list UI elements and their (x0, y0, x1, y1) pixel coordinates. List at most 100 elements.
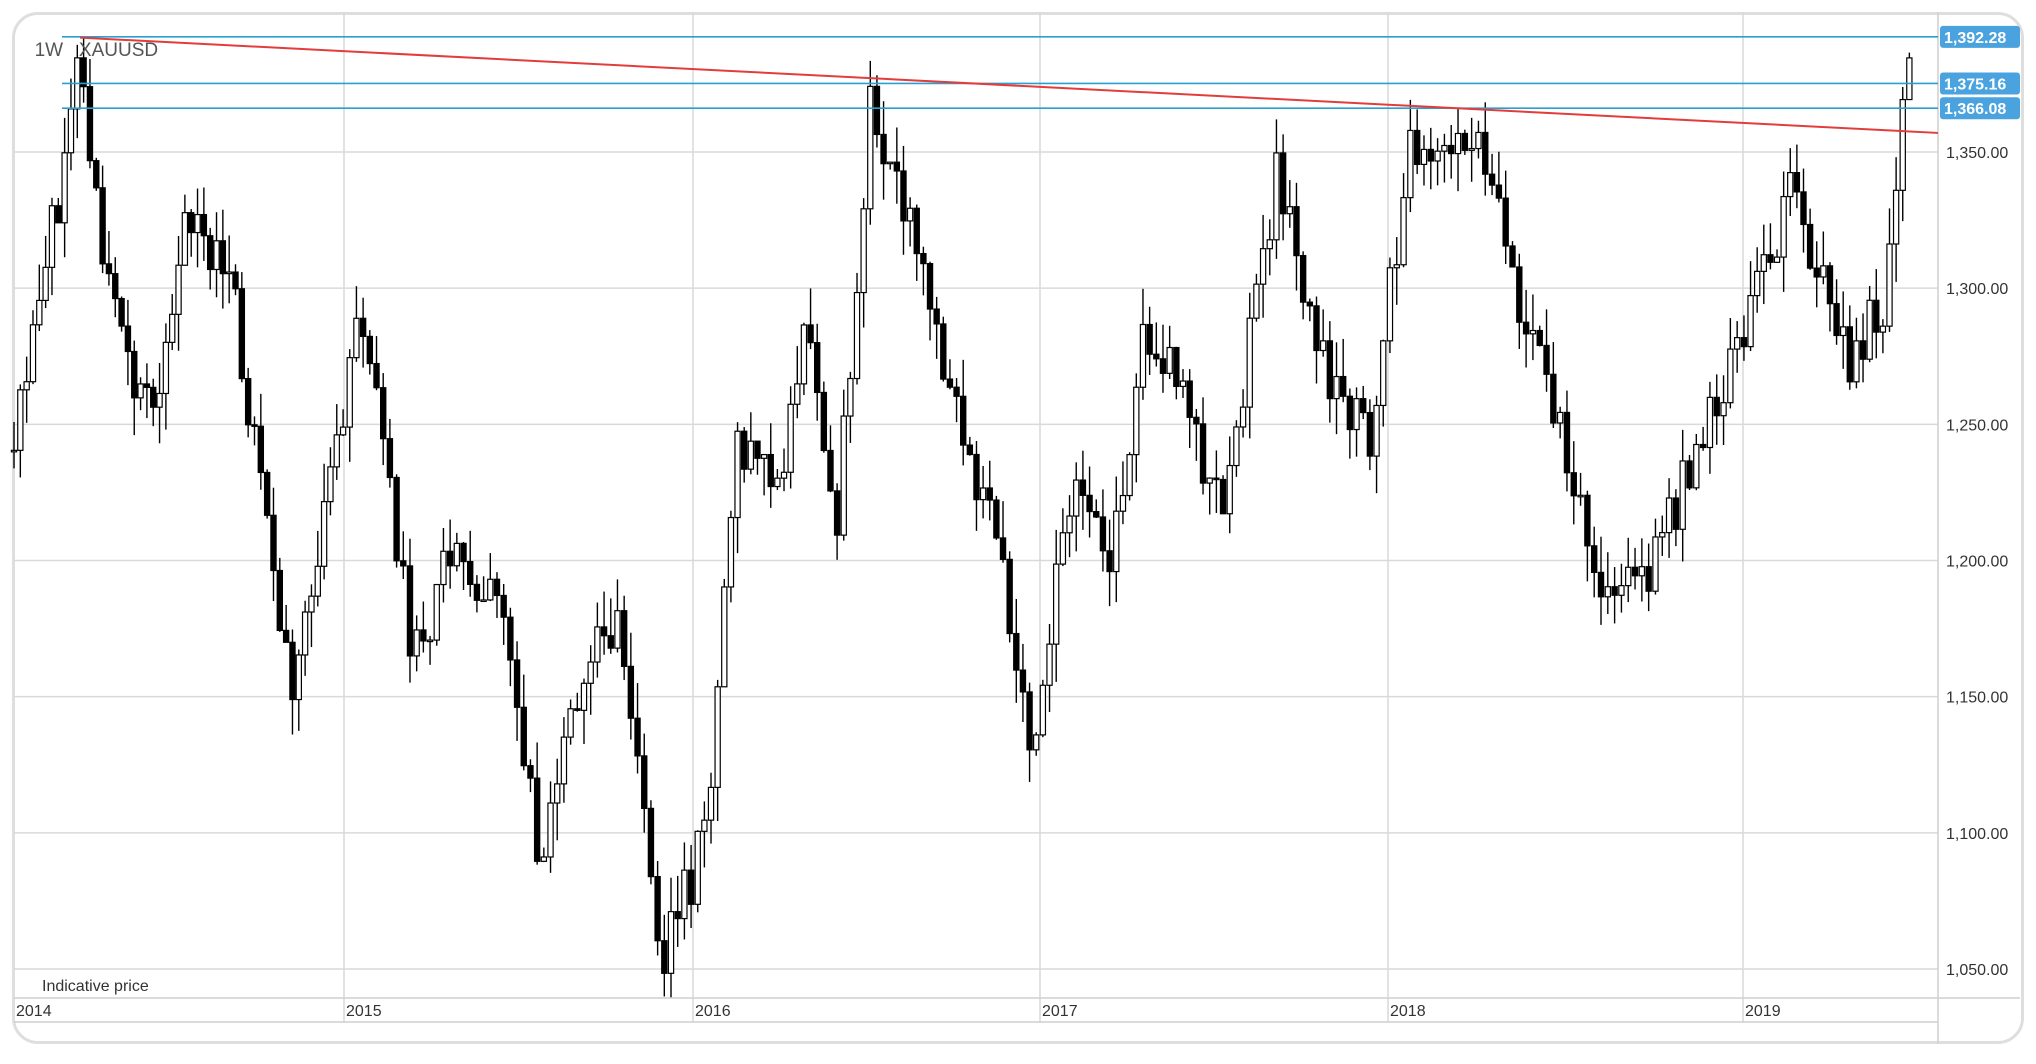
candle-body (1906, 57, 1913, 101)
candle-body (887, 161, 894, 165)
candle-body (232, 271, 239, 290)
candle-body (1226, 464, 1233, 515)
candle-body (1747, 295, 1754, 348)
candle-body (1153, 353, 1160, 360)
candle-body (840, 415, 847, 536)
candle-body (513, 659, 521, 708)
candle-body (339, 426, 347, 436)
candle-body (1013, 632, 1020, 671)
candle-body (780, 471, 788, 479)
candle-body (681, 869, 688, 920)
candle-body (953, 386, 960, 397)
candle-body (169, 313, 176, 343)
candle-body (93, 160, 100, 189)
candle-body (213, 240, 220, 271)
candle-body (794, 383, 801, 405)
candle-body (507, 616, 514, 661)
candle-body (913, 207, 920, 255)
candle-body (1873, 299, 1880, 333)
candle-body (833, 490, 841, 536)
candle-body (1239, 406, 1247, 428)
candle-body (1400, 197, 1407, 266)
price-level-label: 1,392.28 (1944, 30, 2006, 47)
x-tick-label: 2019 (1745, 1003, 1781, 1020)
candle-body (1179, 380, 1187, 388)
candle-body (1618, 585, 1625, 596)
candle-body (353, 317, 360, 359)
timeframe-label[interactable]: 1W (34, 40, 64, 61)
candle-body (124, 325, 132, 353)
x-tick-label: 2016 (695, 1003, 731, 1020)
candle-body (661, 940, 668, 974)
candle-body (346, 357, 353, 428)
candle-body (446, 550, 454, 567)
candle-body (587, 661, 594, 684)
candle-body (973, 453, 980, 501)
candle-body (1448, 144, 1455, 155)
candle-body (1597, 571, 1605, 598)
candle-body (1556, 411, 1564, 424)
candle-body (1073, 479, 1080, 517)
candle-body (1380, 340, 1387, 407)
candle-body (1740, 337, 1748, 348)
candle-body (1319, 340, 1327, 352)
candle-body (420, 629, 427, 642)
candle-body (1339, 375, 1347, 397)
candle-body (426, 639, 434, 643)
candle-body (1488, 173, 1496, 186)
candle-body (1693, 443, 1700, 489)
candle-body (480, 599, 487, 603)
candle-body (1119, 494, 1127, 512)
candle-body (289, 641, 296, 701)
candle-body (1407, 129, 1414, 199)
candle-body (979, 487, 987, 501)
x-tick-label: 2015 (346, 1003, 382, 1020)
candle-body (1159, 358, 1167, 374)
candle-body (740, 430, 748, 470)
candle-body (940, 323, 947, 380)
candle-body (162, 341, 170, 395)
y-tick-label: 1,150.00 (1946, 690, 2008, 707)
candle-body (1293, 206, 1300, 257)
candle-body (1611, 586, 1618, 596)
candle-body (1886, 243, 1893, 327)
candle-body (986, 487, 993, 501)
candle-body (707, 786, 715, 821)
candle-body (1563, 411, 1571, 474)
candle-body (1787, 172, 1794, 198)
candle-body (500, 594, 507, 618)
candle-body (1820, 265, 1827, 278)
candle-body (906, 207, 914, 222)
candle-body (1706, 396, 1714, 449)
y-tick-label: 1,350.00 (1946, 145, 2008, 162)
candle-body (527, 765, 534, 779)
candle-body (727, 516, 735, 588)
symbol-label[interactable]: XAUUSD (78, 40, 159, 61)
candle-body (200, 213, 208, 237)
candle-body (1279, 152, 1287, 215)
candle-body (1516, 266, 1523, 323)
candle-body (1522, 321, 1530, 335)
candle-body (1665, 497, 1673, 534)
candle-body (820, 391, 828, 452)
candle-body (1733, 337, 1741, 350)
candle-body (1427, 148, 1434, 162)
candle-body (42, 266, 49, 302)
candle-body (308, 595, 315, 613)
candle-body (1099, 516, 1107, 552)
candle-body (880, 133, 887, 165)
candle-body (1584, 494, 1591, 547)
candle-body (920, 252, 927, 265)
candle-body (393, 476, 400, 562)
candle-body (1652, 536, 1659, 592)
candle-body (143, 383, 151, 388)
candle-body (150, 386, 157, 408)
candle-body (734, 430, 741, 519)
candle-body (301, 611, 309, 656)
candle-body (48, 205, 56, 268)
candle-body (1686, 460, 1693, 489)
candle-body (1259, 248, 1267, 285)
candle-body (1246, 317, 1253, 408)
candle-body (674, 911, 681, 920)
